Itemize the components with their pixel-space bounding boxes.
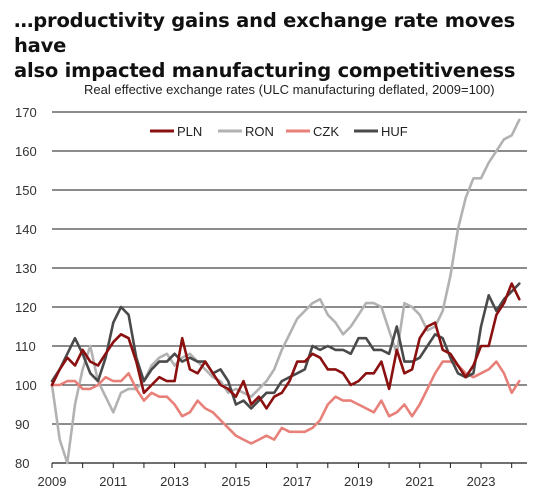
y-tick-label: 160 bbox=[15, 144, 37, 159]
series-line-ron bbox=[50, 118, 521, 465]
x-tick-label: 2019 bbox=[344, 474, 373, 489]
title-line-2: also impacted manufacturing competitiven… bbox=[14, 59, 516, 82]
series-lines bbox=[50, 118, 521, 465]
chart-title: …productivity gains and exchange rate mo… bbox=[14, 8, 534, 83]
legend-label-czk: CZK bbox=[313, 124, 339, 139]
x-tick-label: 2023 bbox=[467, 474, 496, 489]
y-tick-label: 130 bbox=[15, 261, 37, 276]
chart-subtitle: Real effective exchange rates (ULC manuf… bbox=[84, 82, 495, 97]
x-tick-label: 2013 bbox=[160, 474, 189, 489]
title-line-1: …productivity gains and exchange rate mo… bbox=[14, 9, 515, 57]
x-tick-label: 2011 bbox=[99, 474, 127, 489]
y-tick-label: 90 bbox=[15, 417, 29, 432]
y-tick-label: 110 bbox=[15, 339, 36, 354]
series-line-czk bbox=[50, 360, 521, 445]
x-tick-label: 2017 bbox=[283, 474, 312, 489]
y-tick-label: 100 bbox=[15, 378, 37, 393]
y-tick-label: 150 bbox=[15, 183, 37, 198]
y-tick-label: 140 bbox=[15, 222, 37, 237]
y-axis: 80 90 100 110 120 130 140 150 160 170 bbox=[15, 105, 37, 471]
series-line-pln bbox=[50, 282, 521, 410]
series-line-huf bbox=[50, 282, 521, 410]
x-tick-label: 2015 bbox=[221, 474, 250, 489]
legend-label-pln: PLN bbox=[177, 124, 202, 139]
x-tick-label: 2009 bbox=[38, 474, 67, 489]
x-tick-label: 2021 bbox=[405, 474, 434, 489]
legend-label-huf: HUF bbox=[381, 124, 408, 139]
y-tick-label: 170 bbox=[15, 105, 37, 120]
grid-lines bbox=[52, 111, 527, 425]
x-axis: 2009 2011 2013 2015 2017 2019 2021 2023 bbox=[38, 462, 527, 489]
legend-label-ron: RON bbox=[245, 124, 274, 139]
y-tick-label: 120 bbox=[15, 300, 37, 315]
legend: PLN RON CZK HUF bbox=[150, 124, 408, 139]
y-tick-label: 80 bbox=[15, 456, 29, 471]
